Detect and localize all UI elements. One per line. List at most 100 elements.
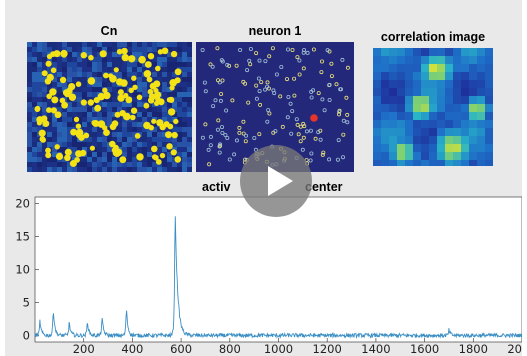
cn-pixel [42,152,47,157]
cn-pixel [82,162,87,167]
cn-pixel [172,102,177,107]
cn-pixel [27,162,32,167]
cn-cell [119,156,127,164]
cn-cell [103,129,110,136]
cn-pixel [102,97,107,102]
cn-pixel [182,77,187,82]
corr-pixel [413,96,421,104]
corr-pixel [453,104,461,112]
cn-pixel [52,47,57,52]
cn-pixel [32,87,37,92]
cn-pixel [57,117,62,122]
corr-pixel [373,136,381,144]
cn-pixel [62,87,67,92]
cn-pixel [107,152,112,157]
neuron-contour [290,109,295,114]
corr-pixel [437,56,445,64]
cn-pixel [57,162,62,167]
cn-pixel [87,62,92,67]
corr-pixel [389,48,397,56]
neuron-contour [248,47,253,52]
cn-cell [51,96,59,104]
cn-panel-title: Cn [100,24,118,38]
cn-pixel [167,67,172,72]
activity-title-left: activ [202,180,231,194]
cn-pixel [87,92,92,97]
cn-pixel [92,62,97,67]
corr-pixel [429,80,437,88]
cn-pixel [37,47,42,52]
cn-pixel [162,137,167,142]
cn-pixel [142,82,147,87]
cn-pixel [117,57,122,62]
y-tick-label: 5 [23,295,30,309]
cn-pixel [132,137,137,142]
cn-pixel [132,72,137,77]
cn-pixel [187,92,192,97]
corr-pixel [421,160,429,166]
cn-pixel [132,52,137,57]
cn-pixel [62,137,67,142]
cn-pixel [122,137,127,142]
neuron-contour [334,82,339,87]
cn-cell [42,120,50,127]
cn-pixel [147,102,152,107]
cn-cell [87,99,94,106]
cn-pixel [147,67,152,72]
y-tick-label: 10 [15,263,30,277]
cn-cell [102,125,108,131]
neuron-contour [297,72,302,77]
cn-pixel [87,167,92,172]
cn-pixel [47,97,52,102]
cn-pixel [47,47,52,52]
corr-pixel [437,104,445,112]
cn-pixel [27,72,32,77]
cn-pixel [52,137,57,142]
neuron-contour [256,76,261,81]
cn-pixel [32,122,37,127]
neuron-contour [216,118,221,123]
cn-pixel [52,82,57,87]
cn-pixel [82,42,87,47]
cn-pixel [27,157,32,162]
corr-pixel [453,96,461,104]
play-button[interactable] [240,145,312,217]
cn-pixel [77,62,82,67]
cn-pixel [42,157,47,162]
cn-pixel [42,127,47,132]
cn-pixel [177,52,182,57]
cn-pixel [67,97,72,102]
cn-pixel [87,82,92,87]
cn-pixel [57,102,62,107]
cn-pixel [142,87,147,92]
neuron-contour [304,129,309,134]
cn-pixel [107,52,112,57]
cn-pixel [37,62,42,67]
neuron-contour [254,51,259,56]
cn-cell [169,85,175,91]
cn-pixel [147,132,152,137]
cn-pixel [67,162,72,167]
cn-pixel [102,157,107,162]
cn-pixel [152,142,157,147]
cn-cell [136,94,143,101]
corr-pixel [477,88,485,96]
corr-pixel [373,144,381,152]
cn-cell [45,152,52,159]
cn-pixel [37,52,42,57]
neuron-contour [225,136,230,141]
cn-pixel [102,162,107,167]
corr-pixel [461,48,469,56]
cn-pixel [162,82,167,87]
corr-pixel [413,128,421,136]
cn-pixel [92,167,97,172]
cn-pixel [157,127,162,132]
cn-cell [49,88,57,96]
cn-pixel [87,67,92,72]
cn-pixel [32,152,37,157]
cn-cell [50,107,57,114]
corr-pixel [413,104,421,112]
cn-pixel [112,102,117,107]
cn-pixel [107,47,112,52]
cn-pixel [132,157,137,162]
